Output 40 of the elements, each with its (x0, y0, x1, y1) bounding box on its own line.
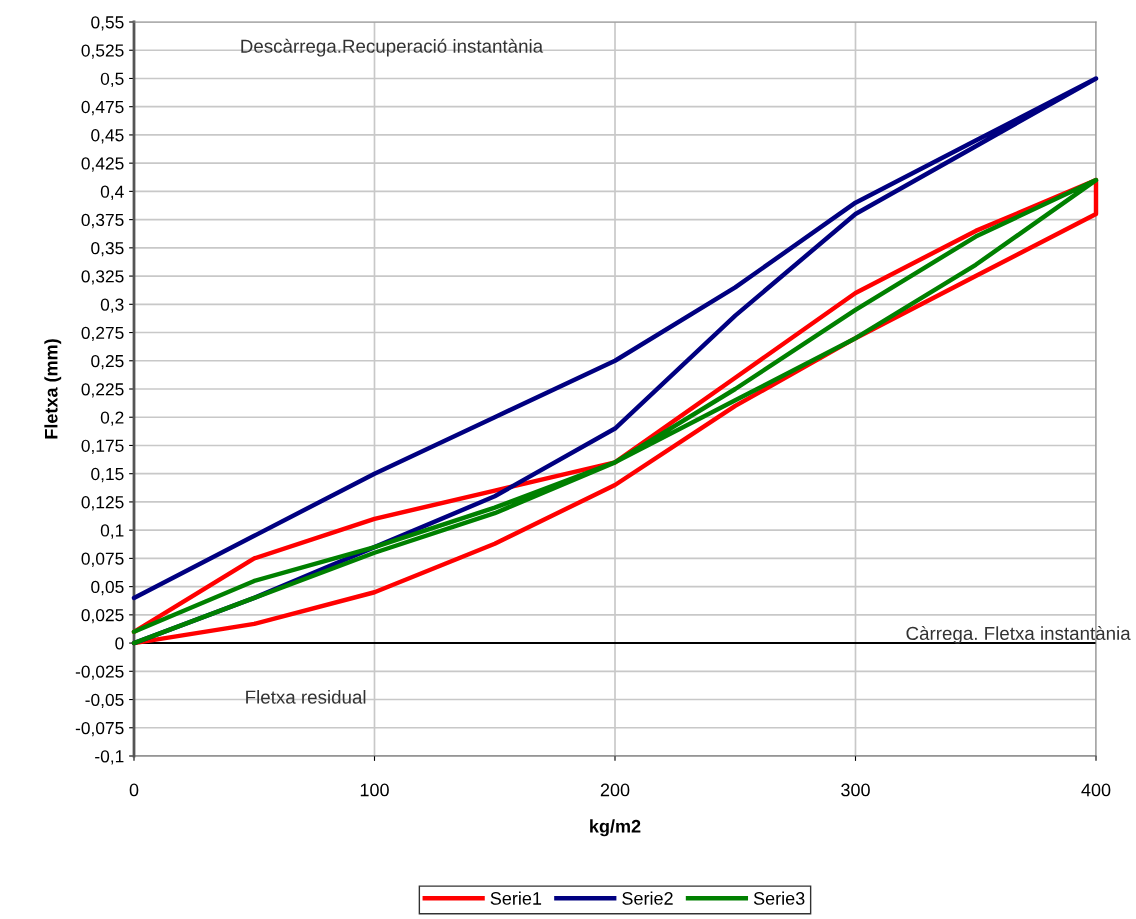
y-tick-label: 0,275 (81, 326, 124, 342)
x-axis-title: kg/m2 (590, 819, 641, 837)
y-tick-label: -0,025 (75, 665, 124, 680)
annotation: Descàrrega.Recuperació instantània (241, 38, 544, 57)
y-tick-label: 0,225 (81, 383, 124, 398)
y-tick-label: -0,075 (75, 721, 124, 737)
y-tick-label: 0,325 (81, 270, 124, 285)
y-tick-label: 0,475 (81, 100, 124, 116)
y-tick-label: 0,025 (81, 609, 124, 624)
x-tick-label: 200 (600, 783, 630, 797)
y-tick-label: 0 (115, 637, 124, 650)
y-tick-label: 0,45 (91, 129, 124, 144)
y-tick-label: -0,1 (95, 750, 124, 765)
y-tick-label: 0,35 (91, 242, 124, 257)
y-tick-label: 0,15 (91, 467, 124, 483)
y-tick-label: 0,125 (81, 496, 124, 511)
y-tick-label: 0,1 (100, 524, 124, 539)
y-tick-label: 0,425 (81, 157, 124, 172)
x-tick-label: 300 (841, 783, 870, 797)
y-tick-label: 0,525 (81, 44, 124, 59)
x-tick-label: 400 (1081, 783, 1111, 797)
annotation: Càrrega. Fletxa instantània (906, 626, 1131, 644)
y-tick-label: 0,4 (100, 185, 124, 200)
y-tick-label: 0,2 (100, 411, 124, 426)
annotation: Fletxa residual (246, 690, 366, 704)
x-tick-label: 0 (129, 783, 139, 797)
y-tick-label: 0,075 (81, 552, 124, 567)
y-axis-title: Fletxa (mm) (44, 339, 62, 439)
y-tick-label: 0,25 (91, 354, 124, 370)
y-tick-label: 0,5 (100, 72, 124, 87)
y-tick-label: -0,05 (85, 693, 124, 709)
y-tick-label: 0,175 (81, 439, 124, 454)
y-tick-label: 0,3 (100, 298, 124, 313)
legend-label: Serie3 (753, 891, 805, 905)
y-tick-label: 0,55 (91, 16, 124, 31)
y-tick-label: 0,05 (91, 580, 124, 596)
y-tick-label: 0,375 (81, 213, 124, 229)
x-tick-label: 100 (360, 783, 389, 797)
legend-label: Serie2 (622, 891, 673, 905)
legend-label: Serie1 (490, 891, 542, 905)
